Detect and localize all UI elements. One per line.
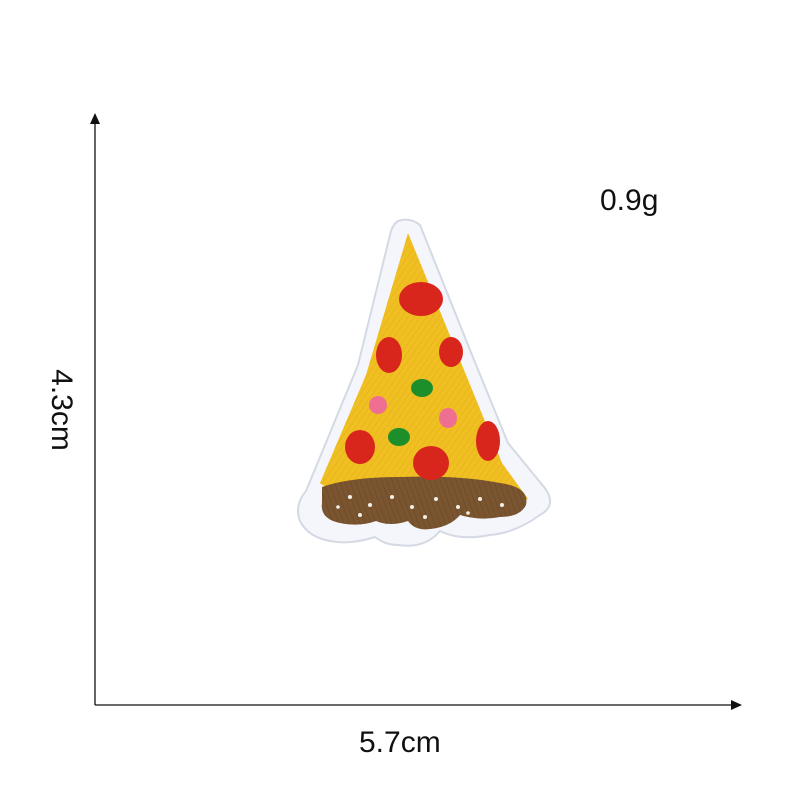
height-label: 4.3cm	[45, 369, 78, 451]
crust-stitching	[321, 476, 527, 530]
pepperoni-4	[345, 430, 375, 464]
pepperoni-toppings	[345, 282, 500, 480]
pepperoni-1	[399, 282, 443, 316]
pepperoni-5	[413, 446, 449, 480]
width-label: 5.7cm	[359, 726, 441, 759]
olive-2	[388, 428, 410, 446]
ham-2	[439, 408, 457, 428]
weight-label: 0.9g	[600, 184, 659, 217]
ham-1	[369, 396, 387, 414]
crust-texture-dots	[336, 495, 504, 519]
ham-toppings	[369, 396, 457, 428]
width-axis-arrowhead	[731, 700, 742, 710]
pepperoni-3	[439, 337, 463, 367]
pepperoni-2	[376, 337, 402, 373]
pepperoni-6	[476, 421, 500, 461]
height-axis-arrowhead	[90, 113, 100, 124]
pizza-patch-image	[297, 218, 551, 547]
olive-toppings	[388, 379, 433, 446]
olive-1	[411, 379, 433, 397]
